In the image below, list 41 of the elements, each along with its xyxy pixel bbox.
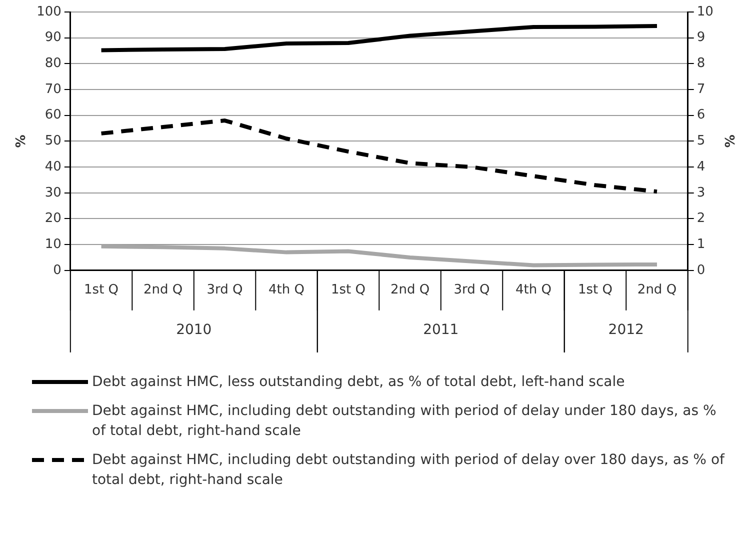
y2-tick-label: 1 (696, 236, 706, 252)
y2-tick-label: 4 (696, 159, 706, 174)
legend-label: Debt against HMC, including debt outstanding with period of delay over 180 days, as % of total debt, right-hand scale (92, 451, 726, 490)
legend-label: Debt against HMC, including debt outstanding with period of delay under 180 days, as % of total debt, right-hand scale (92, 402, 718, 441)
y2-tick-label: 5 (696, 134, 706, 149)
x-tick-label: 2nd Q (143, 282, 183, 298)
x-tick-label: 4th Q (516, 282, 552, 298)
x-tick-label: 2nd Q (390, 282, 430, 298)
y-tick-label: 10 (44, 236, 62, 252)
y-tick-label: 70 (44, 82, 62, 97)
y2-tick-label: 6 (696, 108, 706, 123)
y-tick-label: 90 (44, 30, 62, 46)
x-tick-label: 1st Q (331, 282, 366, 298)
text: 2011 (423, 322, 459, 338)
text: 2012 (608, 322, 644, 338)
y2-axis-title: % (720, 134, 736, 148)
y2-tick-label: 9 (696, 30, 706, 46)
y2-tick-label: 2 (696, 211, 706, 226)
y2-tick-label: 0 (696, 262, 706, 278)
y-tick-label: 30 (44, 185, 62, 200)
y2-tick-label: 7 (696, 82, 706, 97)
y2-tick-label: 10 (696, 4, 714, 20)
y-tick-label: 50 (44, 134, 62, 149)
x-tick-label: 2nd Q (637, 282, 677, 298)
y-tick-label: 80 (44, 56, 62, 72)
x-tick-label: 1st Q (578, 282, 612, 298)
legend-label: Debt against HMC, less outstanding debt, as % of total debt, left-hand scale (92, 373, 625, 392)
y-tick-label: 100 (36, 4, 62, 20)
line-series (99, 118, 659, 194)
y-tick-label: 20 (44, 211, 62, 226)
y-tick-label: 60 (44, 108, 62, 123)
x-tick-label: 4th Q (268, 282, 305, 298)
y-tick-label: 40 (44, 159, 62, 174)
y-axis-title: % (14, 134, 30, 148)
x-tick-label: 3rd Q (206, 282, 243, 298)
x-tick-label: 3rd Q (454, 282, 490, 298)
text: 2010 (176, 322, 212, 338)
y-tick-label: 0 (53, 262, 62, 278)
y2-tick-label: 8 (696, 56, 706, 72)
y2-tick-label: 3 (696, 185, 706, 200)
x-tick-label: 1st Q (84, 282, 119, 298)
